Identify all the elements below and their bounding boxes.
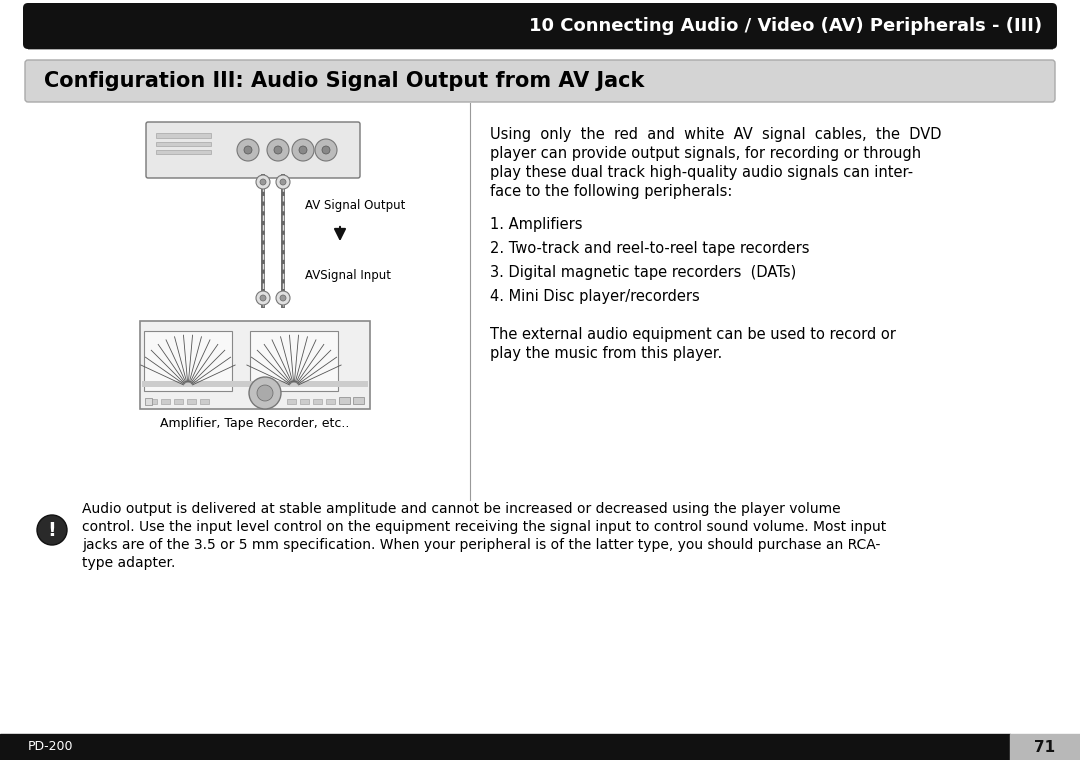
Circle shape <box>244 146 252 154</box>
Text: !: ! <box>48 521 56 540</box>
Text: play the music from this player.: play the music from this player. <box>490 346 723 361</box>
Text: 10 Connecting Audio / Video (AV) Peripherals - (III): 10 Connecting Audio / Video (AV) Periphe… <box>529 17 1042 35</box>
Text: control. Use the input level control on the equipment receiving the signal input: control. Use the input level control on … <box>82 520 887 534</box>
Bar <box>200 399 210 404</box>
Circle shape <box>37 515 67 545</box>
Circle shape <box>315 139 337 161</box>
FancyBboxPatch shape <box>23 3 1057 49</box>
Text: Configuration III: Audio Signal Output from AV Jack: Configuration III: Audio Signal Output f… <box>44 71 645 91</box>
Text: jacks are of the 3.5 or 5 mm specification. When your peripheral is of the latte: jacks are of the 3.5 or 5 mm specificati… <box>82 538 880 552</box>
Text: Audio output is delivered at stable amplitude and cannot be increased or decreas: Audio output is delivered at stable ampl… <box>82 502 840 516</box>
Text: 2. Two-track and reel-to-reel tape recorders: 2. Two-track and reel-to-reel tape recor… <box>490 241 810 256</box>
Text: player can provide output signals, for recording or through: player can provide output signals, for r… <box>490 146 921 161</box>
Text: AVSignal Input: AVSignal Input <box>305 270 391 283</box>
Bar <box>156 133 211 138</box>
Text: 1. Amplifiers: 1. Amplifiers <box>490 217 582 232</box>
Text: play these dual track high-quality audio signals can inter-: play these dual track high-quality audio… <box>490 165 913 180</box>
Text: 4. Mini Disc player/recorders: 4. Mini Disc player/recorders <box>490 289 700 304</box>
Text: Amplifier, Tape Recorder, etc..: Amplifier, Tape Recorder, etc.. <box>160 417 350 430</box>
FancyBboxPatch shape <box>140 321 370 409</box>
Circle shape <box>260 295 266 301</box>
FancyBboxPatch shape <box>25 60 1055 102</box>
Bar <box>1010 734 1080 760</box>
Text: PD-200: PD-200 <box>28 740 73 753</box>
Text: type adapter.: type adapter. <box>82 556 175 570</box>
Circle shape <box>280 179 286 185</box>
Text: AV Signal Output: AV Signal Output <box>305 200 405 213</box>
Circle shape <box>257 385 273 401</box>
Text: face to the following peripherals:: face to the following peripherals: <box>490 184 732 199</box>
Bar <box>145 398 152 405</box>
Bar <box>174 399 183 404</box>
Bar <box>313 399 322 404</box>
Text: 71: 71 <box>1035 739 1055 755</box>
Bar <box>326 399 335 404</box>
Circle shape <box>260 179 266 185</box>
Circle shape <box>267 139 289 161</box>
Bar <box>156 150 211 154</box>
Circle shape <box>280 295 286 301</box>
Bar <box>300 399 309 404</box>
Circle shape <box>299 146 307 154</box>
Bar <box>161 399 170 404</box>
Circle shape <box>274 146 282 154</box>
Circle shape <box>322 146 330 154</box>
Bar <box>148 399 157 404</box>
Text: Using  only  the  red  and  white  AV  signal  cables,  the  DVD: Using only the red and white AV signal c… <box>490 127 942 142</box>
Circle shape <box>237 139 259 161</box>
Bar <box>353 397 364 404</box>
Text: 3. Digital magnetic tape recorders  (DATs): 3. Digital magnetic tape recorders (DATs… <box>490 265 796 280</box>
Circle shape <box>276 291 291 305</box>
Circle shape <box>256 291 270 305</box>
Bar <box>144 331 232 391</box>
Circle shape <box>276 175 291 189</box>
Circle shape <box>249 377 281 409</box>
Bar <box>339 397 350 404</box>
Text: The external audio equipment can be used to record or: The external audio equipment can be used… <box>490 327 896 342</box>
Bar <box>0 734 1010 760</box>
Bar <box>287 399 296 404</box>
Circle shape <box>292 139 314 161</box>
Bar <box>249 331 338 391</box>
Circle shape <box>256 175 270 189</box>
Bar <box>141 381 368 387</box>
Bar <box>187 399 195 404</box>
Bar <box>156 142 211 146</box>
FancyBboxPatch shape <box>146 122 360 178</box>
